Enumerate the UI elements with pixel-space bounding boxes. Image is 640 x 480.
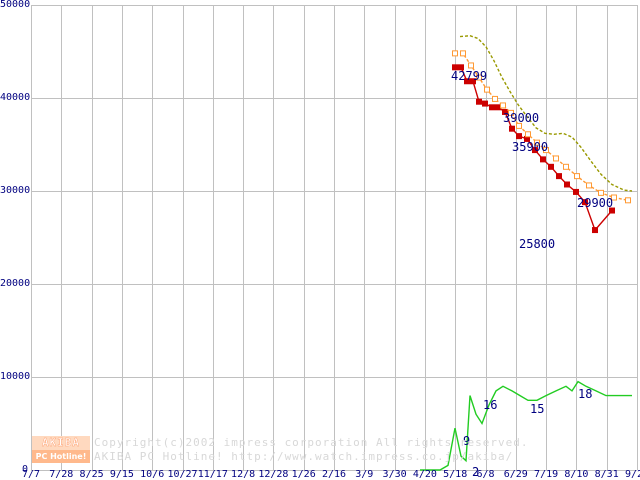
series-marker-lowest-price <box>573 188 579 195</box>
x-axis-tick-8-31: 8/31 <box>594 469 619 480</box>
series-marker-average-price <box>563 163 569 170</box>
series-marker-lowest-price <box>458 64 464 71</box>
series-marker-lowest-price <box>489 104 495 111</box>
price-label-39000: 39000 <box>503 111 540 125</box>
series-line-highest-price <box>459 34 633 192</box>
count-label-2: 2 <box>472 465 480 479</box>
x-axis-tick-5-18: 5/18 <box>443 469 468 480</box>
series-marker-average-price <box>460 50 466 57</box>
series-marker-average-price <box>476 74 482 81</box>
series-marker-lowest-price <box>509 125 515 132</box>
series-line-shop-count <box>420 380 632 471</box>
series-marker-lowest-price <box>582 199 588 206</box>
series-marker-average-price <box>625 197 631 204</box>
x-axis-tick-4-20: 4/20 <box>412 469 437 480</box>
x-axis-tick-7-28: 7/28 <box>49 469 74 480</box>
series-marker-average-price <box>516 122 522 129</box>
y-axis-tick-50000: 50000 <box>0 0 31 10</box>
x-axis-tick-6-8: 6/8 <box>476 469 495 480</box>
series-marker-lowest-price <box>470 78 476 85</box>
series-marker-average-price <box>484 86 490 93</box>
series-marker-average-price <box>543 147 549 154</box>
series-marker-average-price <box>598 189 604 196</box>
series-marker-lowest-price <box>464 78 470 85</box>
price-label-42799: 42799 <box>451 69 488 83</box>
series-marker-lowest-price <box>502 108 508 115</box>
x-axis-tick-12-28: 12/28 <box>258 469 289 480</box>
data-series-layer <box>420 34 633 471</box>
series-marker-average-price <box>525 131 531 138</box>
series-marker-average-price <box>452 50 458 57</box>
x-axis-tick-10-27: 10/27 <box>167 469 198 480</box>
y-axis-tick-30000: 30000 <box>0 185 31 196</box>
x-axis-tick-11-17: 11/17 <box>197 469 228 480</box>
series-marker-average-price <box>492 95 498 102</box>
x-axis-tick-8-25: 8/25 <box>79 469 104 480</box>
series-average-price <box>452 50 631 204</box>
count-label-15: 15 <box>530 402 545 416</box>
series-marker-lowest-price <box>540 156 546 163</box>
y-axis-tick-20000: 20000 <box>0 278 31 289</box>
x-axis-tick-9-15: 9/15 <box>109 469 134 480</box>
x-axis-tick-3-30: 3/30 <box>382 469 407 480</box>
series-marker-average-price <box>574 173 580 180</box>
series-marker-lowest-price <box>548 163 554 170</box>
y-axis-tick-40000: 40000 <box>0 92 31 103</box>
series-marker-lowest-price <box>452 64 458 71</box>
x-axis-tick-9-21: 9/21 <box>624 469 640 480</box>
series-marker-lowest-price <box>556 173 562 180</box>
x-axis-tick-10-6: 10/6 <box>140 469 165 480</box>
series-marker-average-price <box>500 102 506 109</box>
price-label-35900: 35900 <box>512 140 549 154</box>
series-marker-lowest-price <box>476 98 482 105</box>
series-marker-average-price <box>611 194 617 201</box>
series-marker-average-price <box>508 109 514 116</box>
x-axis-tick-1-26: 1/26 <box>291 469 316 480</box>
series-marker-lowest-price <box>495 104 501 111</box>
series-shop-count <box>420 380 632 471</box>
series-highest-price <box>459 34 633 192</box>
series-marker-average-price <box>553 155 559 162</box>
x-axis-tick-6-29: 6/29 <box>503 469 528 480</box>
x-axis-tick-2-16: 2/16 <box>321 469 347 480</box>
count-label-9: 9 <box>463 434 471 448</box>
count-label-18: 18 <box>578 387 593 401</box>
grid-lines <box>31 5 638 471</box>
count-label-16: 16 <box>483 398 498 412</box>
series-marker-average-price <box>586 182 592 189</box>
x-axis-tick-3-9: 3/9 <box>355 469 374 480</box>
series-marker-lowest-price <box>592 227 598 234</box>
series-marker-lowest-price <box>482 100 488 107</box>
series-marker-lowest-price <box>609 207 615 214</box>
x-axis-tick-7-19: 7/19 <box>534 469 559 480</box>
series-lowest-price <box>452 64 615 234</box>
x-axis-tick-7-7: 7/7 <box>21 469 41 480</box>
y-axis-tick-10000: 10000 <box>0 371 31 382</box>
series-marker-lowest-price <box>564 181 570 188</box>
price-label-29900: 29900 <box>577 196 614 210</box>
series-marker-average-price <box>534 139 540 146</box>
series-marker-average-price <box>468 62 474 69</box>
series-marker-lowest-price <box>532 147 538 154</box>
series-marker-lowest-price <box>516 133 522 140</box>
y-axis-tick-0: 0 <box>21 464 28 475</box>
x-axis-tick-12-8: 12/8 <box>231 469 256 480</box>
x-axis-tick-8-10: 8/10 <box>564 469 589 480</box>
price-label-25800: 25800 <box>519 237 556 251</box>
